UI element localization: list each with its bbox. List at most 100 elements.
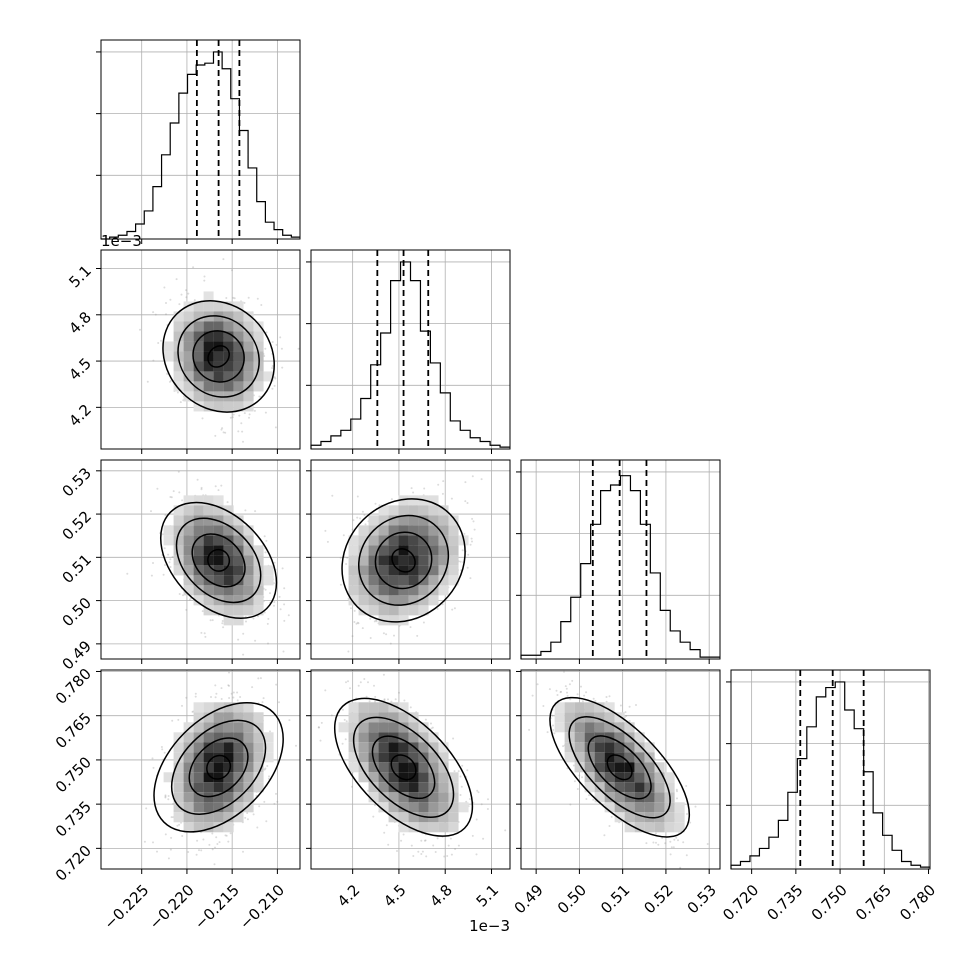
sample-point <box>268 775 270 778</box>
density-cell <box>213 782 224 793</box>
sample-point <box>201 417 204 420</box>
sample-point <box>168 561 171 564</box>
density-cell <box>584 732 595 743</box>
density-cell <box>233 301 244 312</box>
density-cell <box>193 535 204 546</box>
density-cell <box>398 722 409 733</box>
sample-point <box>564 685 567 688</box>
density-cell <box>173 792 184 803</box>
density-cell <box>213 351 224 362</box>
sample-point <box>204 635 207 638</box>
density-cell <box>438 802 449 813</box>
density-image <box>163 291 274 412</box>
sample-point <box>585 798 588 800</box>
histogram-panel-0 <box>96 39 301 244</box>
density-cell <box>183 545 194 556</box>
sample-point <box>461 764 464 767</box>
density-cell <box>213 401 224 412</box>
density-cell <box>348 545 359 556</box>
density-cell <box>624 762 635 773</box>
density-cell <box>243 555 254 566</box>
y-tick-label: 0.52 <box>59 507 95 543</box>
sample-point <box>655 841 657 844</box>
contour-mid <box>357 514 450 606</box>
sample-point <box>167 798 170 801</box>
density-cell <box>614 722 625 733</box>
density-cell <box>624 752 635 763</box>
sample-point <box>487 798 489 801</box>
density-cell <box>378 722 389 733</box>
sample-point <box>339 583 342 586</box>
sample-point <box>359 681 362 684</box>
density-cell <box>193 595 204 606</box>
sample-point <box>266 765 269 767</box>
density-cell <box>388 505 399 516</box>
density-cell <box>223 311 234 322</box>
sample-point <box>387 698 389 701</box>
sample-point <box>224 834 227 837</box>
sample-point <box>385 824 388 827</box>
density-cell <box>458 802 469 813</box>
density-cell <box>428 732 439 743</box>
sample-point <box>167 553 170 556</box>
density-cell <box>243 525 254 536</box>
density-cell <box>163 351 174 362</box>
sample-point <box>331 494 334 497</box>
density-cell <box>348 712 359 723</box>
density-cell <box>203 702 214 713</box>
sample-point <box>383 831 386 834</box>
density-cell <box>398 575 409 586</box>
density-cell <box>243 605 254 616</box>
sample-point <box>341 742 344 745</box>
density-cell <box>213 585 224 596</box>
sample-point <box>203 632 206 635</box>
density-cell <box>193 301 204 312</box>
sample-point <box>215 692 218 695</box>
sample-point <box>179 401 182 404</box>
density-cell <box>243 361 254 372</box>
density-cell <box>448 802 459 813</box>
sample-point <box>265 539 268 542</box>
density-cell <box>418 505 429 516</box>
density-cell <box>554 722 565 733</box>
sample-point <box>682 841 685 844</box>
density-cell <box>203 381 214 392</box>
contour-core <box>207 548 231 572</box>
sample-point <box>393 634 395 637</box>
density-cell <box>233 331 244 342</box>
sample-point <box>454 848 457 850</box>
sample-point <box>161 748 164 751</box>
density-cell <box>243 341 254 352</box>
sample-point <box>451 608 454 611</box>
density-cell <box>398 525 409 536</box>
density-cell <box>368 515 379 526</box>
contour-outer <box>162 300 275 413</box>
density-cell <box>398 822 409 833</box>
density-cell <box>163 525 174 536</box>
density-cell <box>213 505 224 516</box>
density-cell <box>418 605 429 616</box>
axes-frame <box>100 459 301 660</box>
sample-point <box>603 834 606 837</box>
density-cell <box>368 575 379 586</box>
sample-point <box>233 297 236 300</box>
density-cell <box>173 812 184 823</box>
sample-point <box>246 818 249 821</box>
density-cell <box>243 401 254 412</box>
density-cell <box>388 545 399 556</box>
sample-point <box>229 832 232 835</box>
sample-point <box>473 528 476 531</box>
density-cell <box>564 712 575 723</box>
contour-inner <box>374 531 433 590</box>
sample-point <box>555 689 558 692</box>
density-cell <box>398 545 409 556</box>
sample-point <box>441 492 444 495</box>
sample-point <box>185 296 188 299</box>
density-cell <box>243 351 254 362</box>
density-cell <box>574 732 585 743</box>
density-cell <box>448 822 459 833</box>
sample-point <box>221 622 224 625</box>
density-cell <box>193 371 204 382</box>
density-cell <box>173 525 184 536</box>
